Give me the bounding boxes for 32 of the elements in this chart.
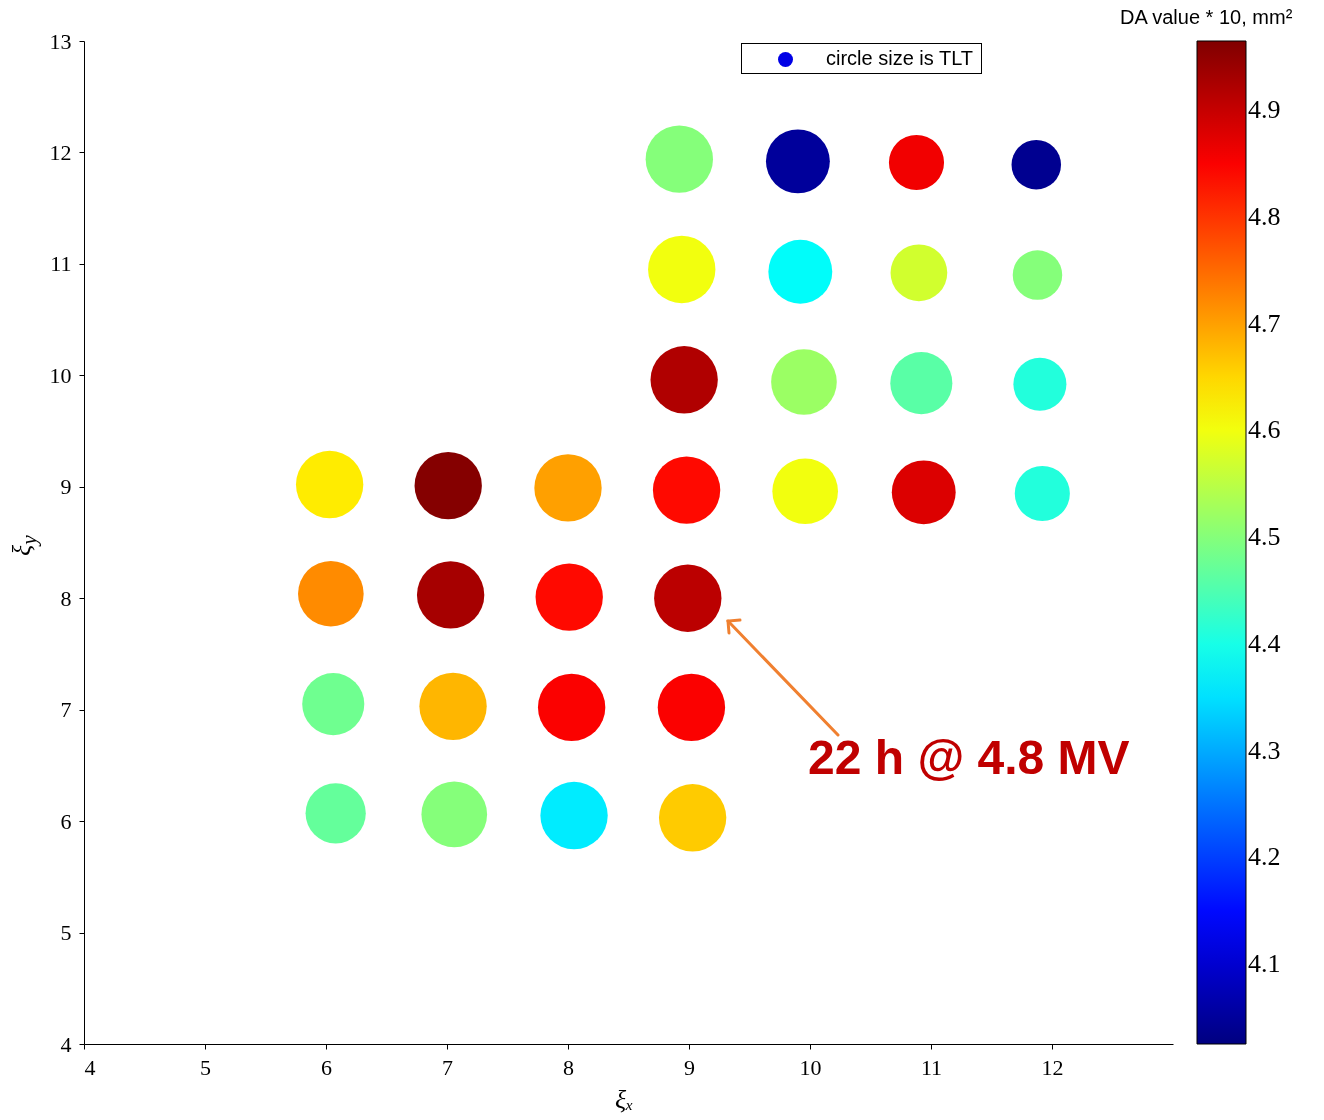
color-bar-label: 4.9 bbox=[1248, 95, 1281, 125]
x-tick-label: 4 bbox=[84, 1054, 96, 1080]
x-tick-label: 7 bbox=[442, 1054, 453, 1080]
x-tick-label: 8 bbox=[563, 1054, 574, 1080]
x-tick-label: 11 bbox=[920, 1054, 943, 1080]
legend: circle size is TLT bbox=[741, 43, 983, 74]
color-bar-label: 4.8 bbox=[1248, 202, 1281, 232]
x-tick-label: 10 bbox=[799, 1054, 822, 1080]
y-tick-label: 5 bbox=[60, 920, 72, 946]
color-bar-label: 4.2 bbox=[1248, 842, 1281, 872]
color-bar-label: 4.7 bbox=[1248, 308, 1281, 338]
color-bar-label: 4.6 bbox=[1248, 415, 1281, 445]
color-bar-label: 4.4 bbox=[1248, 628, 1281, 658]
x-tick-label: 5 bbox=[200, 1054, 211, 1080]
color-bar-label: 4.5 bbox=[1248, 522, 1281, 552]
y-tick-label: 9 bbox=[60, 474, 72, 500]
color-bar-label: 4.1 bbox=[1248, 948, 1281, 978]
y-tick-label: 12 bbox=[49, 139, 72, 165]
y-tick-label: 13 bbox=[49, 28, 72, 54]
y-tick-label: 8 bbox=[60, 585, 72, 611]
y-tick-label: 7 bbox=[60, 697, 72, 723]
x-tick-label: 9 bbox=[684, 1054, 695, 1080]
x-axis-title: ξₓ bbox=[615, 1085, 634, 1115]
legend-title: DA value * 10, mm² bbox=[1120, 6, 1293, 29]
color-bar-label: 4.3 bbox=[1248, 735, 1281, 765]
x-tick-label: 12 bbox=[1041, 1054, 1064, 1080]
y-tick-label: 11 bbox=[50, 251, 72, 277]
y-tick-label: 6 bbox=[60, 808, 72, 834]
y-tick-label: 4 bbox=[60, 1031, 72, 1057]
y-tick-label: 10 bbox=[49, 362, 72, 388]
x-tick-label: 6 bbox=[321, 1054, 332, 1080]
annotation: 22 h @ 4.8 MV bbox=[808, 730, 1130, 785]
